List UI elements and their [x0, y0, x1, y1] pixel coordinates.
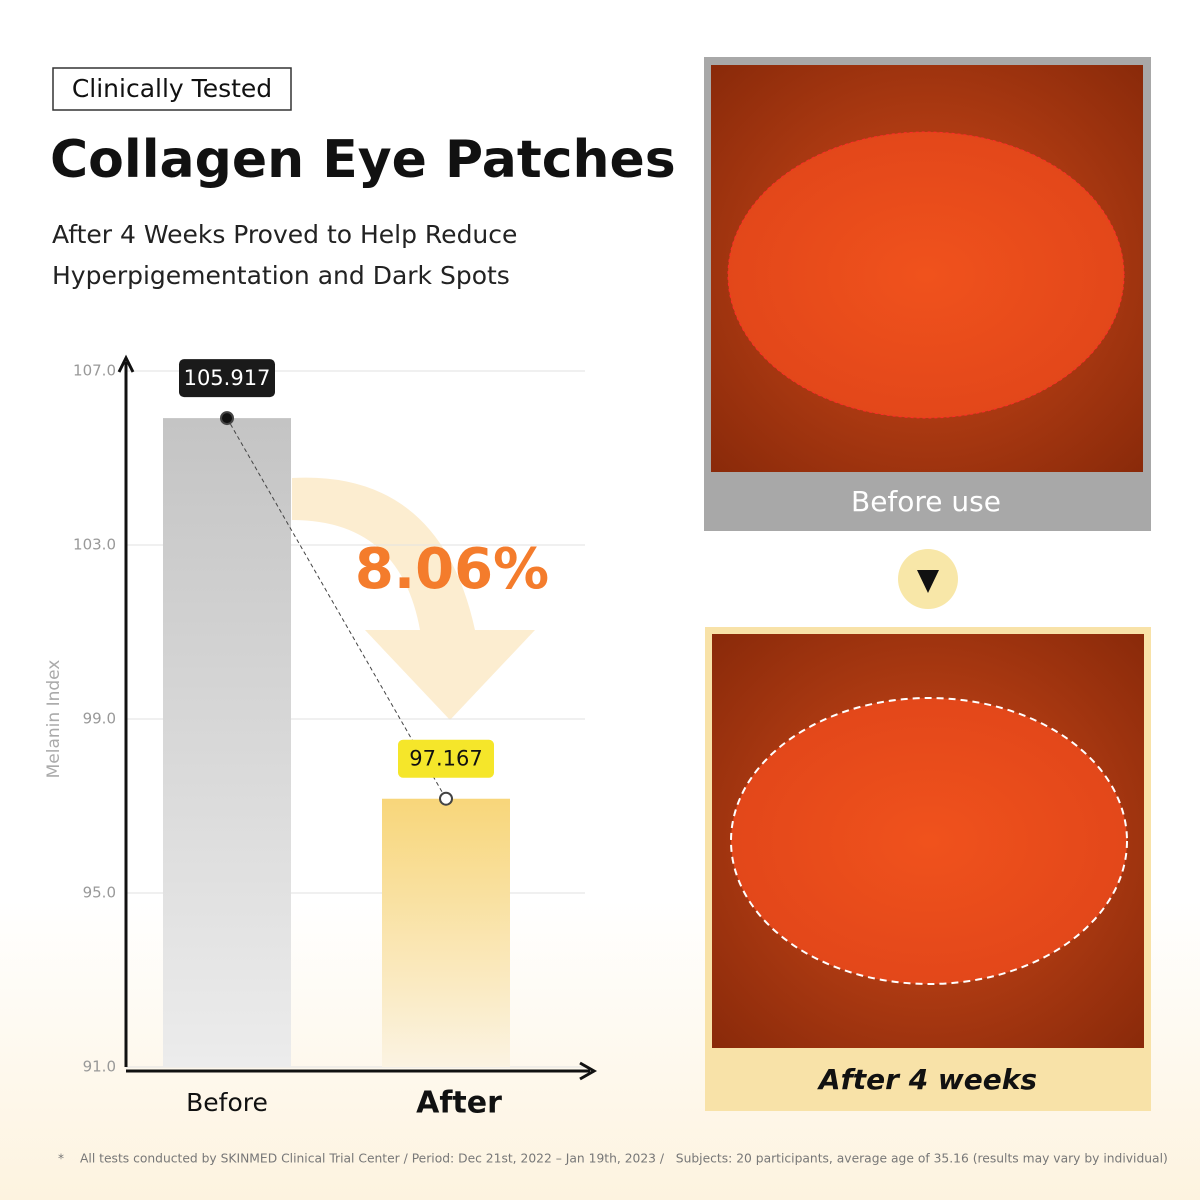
after-area [730, 697, 1128, 985]
point [439, 791, 453, 806]
chart: 91.0 95.0 99.0 103.0 107.0 Melanin Index Befor… [44, 354, 598, 1121]
bar [382, 798, 510, 1067]
annotation: 8.06% [355, 537, 549, 602]
value-label: 97.167 [409, 747, 482, 771]
after-caption: After 4 weeks [817, 1063, 1037, 1096]
point [220, 411, 234, 426]
subtitle: After 4 Weeks Proved to Help Reduce [52, 220, 517, 249]
y-tick-label: 95.0 [83, 884, 116, 902]
trend-arrow [292, 477, 535, 720]
x-axis [126, 1061, 598, 1081]
footnote-marker: * [58, 1152, 64, 1166]
value-tag [398, 739, 494, 778]
bar [163, 418, 291, 1068]
x-tick-label: After [416, 1086, 502, 1121]
y-axis [117, 354, 135, 1067]
y-axis-title: Melanin Index [44, 660, 64, 779]
connector [226, 417, 447, 799]
badge-frame [52, 67, 292, 111]
value-tag [179, 359, 275, 398]
down-arrow [917, 570, 939, 593]
before-area [727, 131, 1125, 419]
y-tick-label: 99.0 [83, 710, 116, 728]
footnote: All tests conducted by SKINMED Clinical … [80, 1152, 1168, 1166]
y-tick-label: 103.0 [73, 536, 116, 554]
subtitle: Hyperpigementation and Dark Spots [52, 261, 510, 290]
before-caption: Before use [851, 485, 1001, 518]
x-tick-label: Before [186, 1088, 268, 1117]
value-label: 105.917 [184, 366, 271, 390]
y-tick-label: 91.0 [83, 1058, 116, 1076]
badge: Clinically Tested [72, 74, 272, 103]
title: Collagen Eye Patches [50, 130, 676, 190]
y-tick-label: 107.0 [73, 362, 116, 380]
